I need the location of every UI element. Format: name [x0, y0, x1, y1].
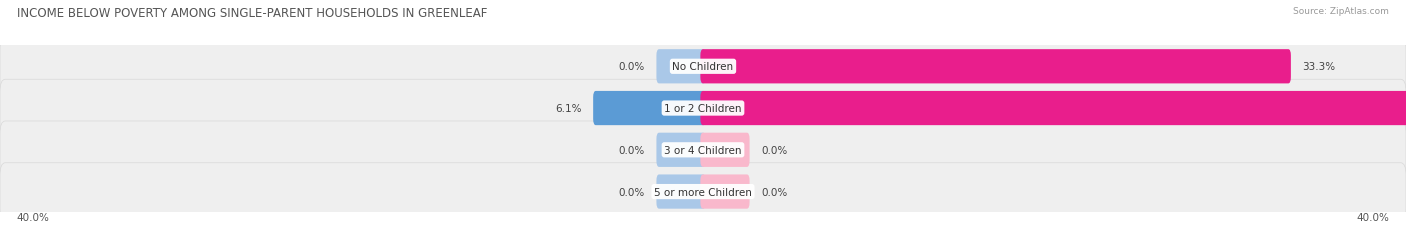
FancyBboxPatch shape [700, 50, 1291, 84]
FancyBboxPatch shape [657, 50, 706, 84]
FancyBboxPatch shape [700, 133, 749, 167]
Text: 3 or 4 Children: 3 or 4 Children [664, 145, 742, 155]
Text: 40.0%: 40.0% [17, 212, 49, 222]
FancyBboxPatch shape [0, 163, 1406, 220]
Text: 0.0%: 0.0% [619, 187, 645, 197]
Text: 0.0%: 0.0% [619, 62, 645, 72]
FancyBboxPatch shape [593, 91, 706, 126]
Text: No Children: No Children [672, 62, 734, 72]
FancyBboxPatch shape [657, 175, 706, 209]
FancyBboxPatch shape [0, 122, 1406, 179]
Text: INCOME BELOW POVERTY AMONG SINGLE-PARENT HOUSEHOLDS IN GREENLEAF: INCOME BELOW POVERTY AMONG SINGLE-PARENT… [17, 7, 488, 20]
FancyBboxPatch shape [700, 175, 749, 209]
Text: 0.0%: 0.0% [761, 187, 787, 197]
Text: 40.0%: 40.0% [1357, 212, 1389, 222]
Text: Source: ZipAtlas.com: Source: ZipAtlas.com [1294, 7, 1389, 16]
FancyBboxPatch shape [700, 91, 1406, 126]
Text: 0.0%: 0.0% [619, 145, 645, 155]
Text: 5 or more Children: 5 or more Children [654, 187, 752, 197]
FancyBboxPatch shape [0, 80, 1406, 137]
FancyBboxPatch shape [0, 38, 1406, 96]
Text: 0.0%: 0.0% [761, 145, 787, 155]
Text: 1 or 2 Children: 1 or 2 Children [664, 103, 742, 114]
Text: 33.3%: 33.3% [1302, 62, 1336, 72]
Text: 6.1%: 6.1% [555, 103, 582, 114]
FancyBboxPatch shape [657, 133, 706, 167]
